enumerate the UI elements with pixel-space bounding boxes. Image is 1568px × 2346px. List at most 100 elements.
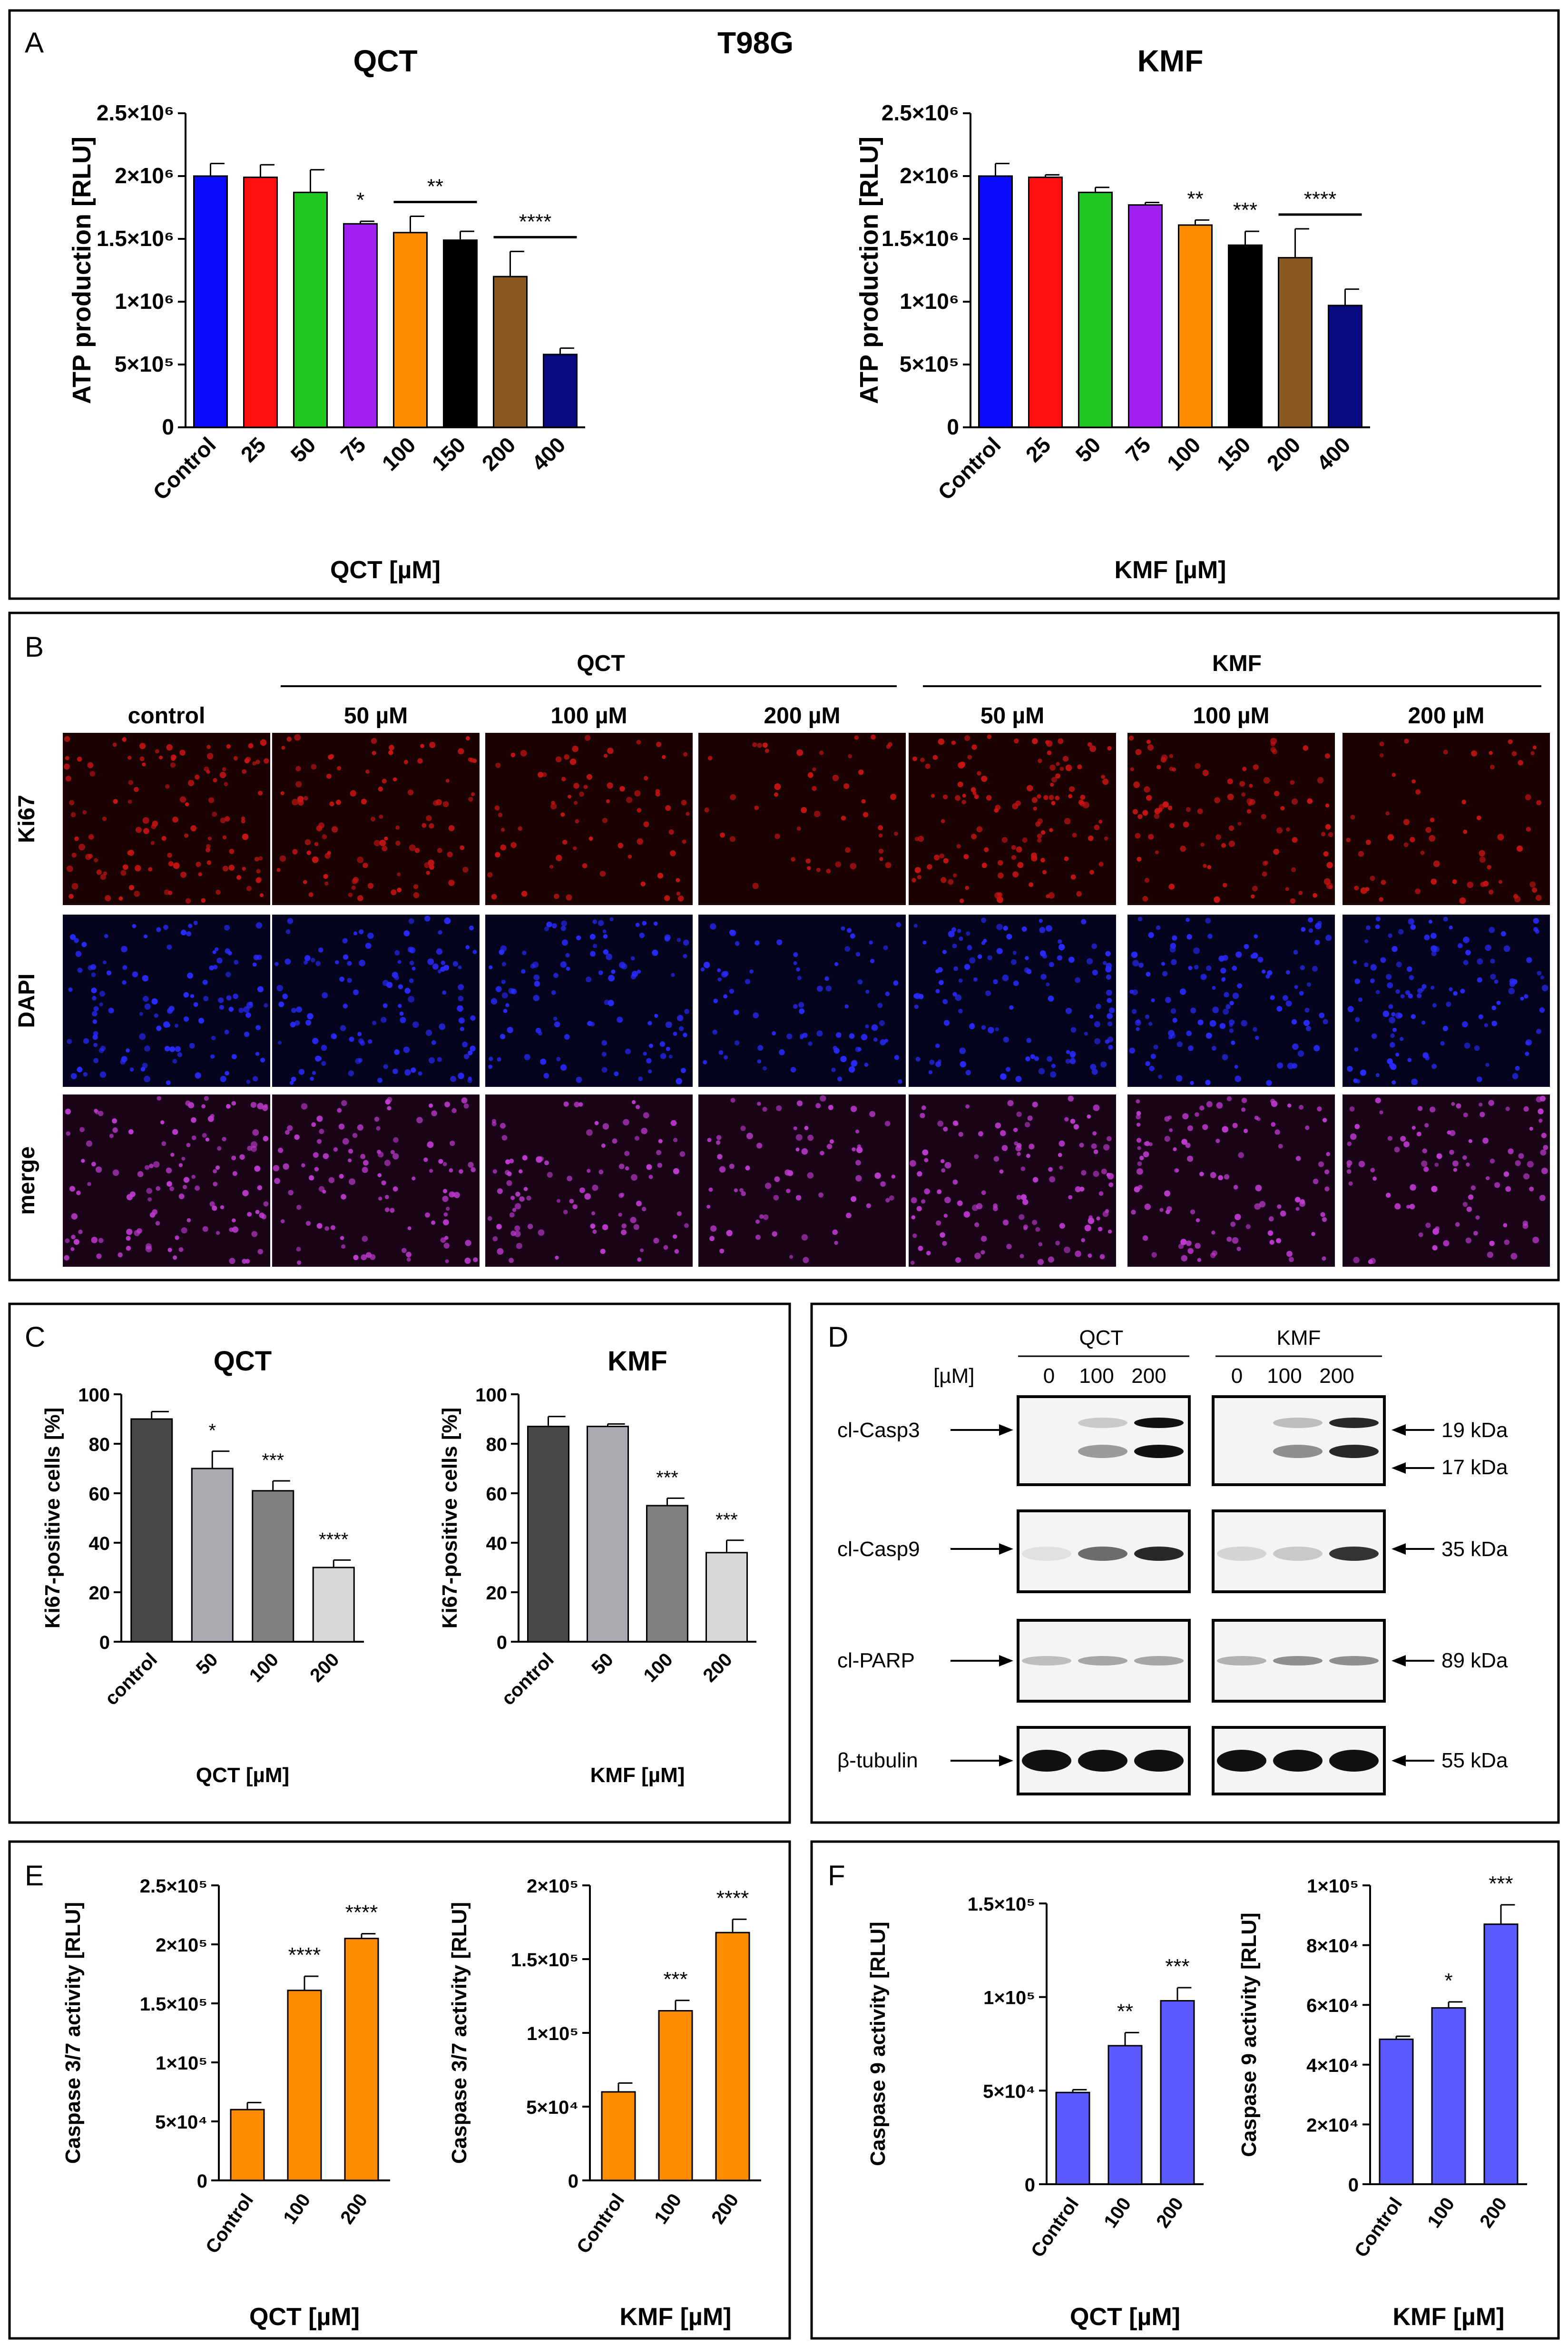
cell-nucleus bbox=[1219, 1023, 1226, 1029]
cell-nucleus bbox=[587, 1169, 591, 1173]
micro-group-qct: QCT bbox=[577, 651, 625, 676]
cell-nucleus bbox=[1425, 1055, 1430, 1061]
cell-nucleus bbox=[231, 1101, 236, 1106]
protein-band bbox=[1329, 1656, 1379, 1666]
protein-arrow-head bbox=[999, 1755, 1013, 1766]
cell-nucleus bbox=[1135, 833, 1141, 839]
x-tick-label: 50 bbox=[588, 1649, 617, 1679]
cell-nucleus bbox=[1468, 1139, 1472, 1143]
cell-nucleus bbox=[243, 1006, 250, 1013]
cell-nucleus bbox=[1169, 754, 1173, 759]
cell-nucleus bbox=[257, 1103, 264, 1110]
cell-nucleus bbox=[152, 820, 158, 827]
cell-nucleus bbox=[1490, 764, 1495, 770]
cell-nucleus bbox=[1007, 1100, 1014, 1106]
cell-nucleus bbox=[1154, 813, 1160, 819]
cell-nucleus bbox=[1475, 1215, 1480, 1220]
cell-nucleus bbox=[1081, 1170, 1087, 1176]
cell-nucleus bbox=[756, 1143, 763, 1149]
protein-band bbox=[1134, 1750, 1184, 1772]
cell-nucleus bbox=[1263, 777, 1270, 784]
cell-nucleus bbox=[1136, 1138, 1142, 1143]
cell-nucleus bbox=[255, 759, 260, 765]
cell-nucleus bbox=[1186, 1030, 1192, 1036]
cell-nucleus bbox=[1174, 1168, 1179, 1173]
cell-nucleus bbox=[563, 1101, 569, 1107]
cell-nucleus bbox=[169, 1046, 176, 1052]
cell-nucleus bbox=[961, 799, 966, 805]
cell-nucleus bbox=[1467, 881, 1473, 888]
cell-nucleus bbox=[957, 781, 963, 788]
cell-nucleus bbox=[79, 1127, 85, 1133]
cell-nucleus bbox=[1299, 1104, 1304, 1110]
cell-nucleus bbox=[1088, 835, 1094, 841]
cell-nucleus bbox=[938, 738, 945, 745]
y-tick-label: 2.5×10⁵ bbox=[140, 1876, 207, 1897]
cell-nucleus bbox=[592, 1229, 597, 1234]
cell-nucleus bbox=[392, 1153, 399, 1160]
cell-nucleus bbox=[1190, 1081, 1194, 1085]
cell-nucleus bbox=[1494, 1182, 1500, 1188]
cell-nucleus bbox=[1490, 974, 1496, 980]
cell-nucleus bbox=[1178, 1243, 1184, 1249]
cell-nucleus bbox=[977, 954, 982, 959]
cell-nucleus bbox=[360, 1040, 365, 1046]
cell-nucleus bbox=[69, 1186, 76, 1192]
cell-nucleus bbox=[1321, 832, 1326, 837]
cell-nucleus bbox=[1142, 1235, 1148, 1241]
cell-nucleus bbox=[1232, 1237, 1239, 1244]
cell-nucleus bbox=[458, 996, 464, 1002]
cell-nucleus bbox=[1271, 1122, 1276, 1127]
cell-nucleus bbox=[193, 920, 198, 926]
cell-nucleus bbox=[965, 886, 970, 890]
cell-nucleus bbox=[1171, 959, 1177, 966]
cell-nucleus bbox=[394, 950, 400, 956]
cell-nucleus bbox=[1012, 871, 1019, 878]
cell-nucleus bbox=[797, 976, 802, 980]
cell-nucleus bbox=[1075, 1251, 1081, 1257]
cell-nucleus bbox=[886, 744, 891, 749]
cell-nucleus bbox=[1023, 1226, 1028, 1231]
cell-nucleus bbox=[1463, 936, 1470, 944]
cell-nucleus bbox=[1176, 1075, 1183, 1082]
cell-nucleus bbox=[1424, 1123, 1429, 1128]
cell-nucleus bbox=[460, 845, 465, 850]
cell-nucleus bbox=[981, 1190, 986, 1195]
cell-nucleus bbox=[1392, 1027, 1397, 1032]
cell-nucleus bbox=[971, 1204, 979, 1211]
cell-nucleus bbox=[658, 1139, 663, 1143]
cell-nucleus bbox=[793, 952, 798, 957]
cell-nucleus bbox=[994, 892, 1001, 899]
y-tick-label: 1.5×10⁵ bbox=[140, 1994, 207, 2015]
cell-nucleus bbox=[745, 1165, 750, 1171]
cell-nucleus bbox=[423, 1157, 428, 1162]
cell-nucleus bbox=[73, 1239, 79, 1245]
cell-nucleus bbox=[1096, 1216, 1100, 1221]
cell-nucleus bbox=[1131, 1009, 1137, 1014]
cell-nucleus bbox=[850, 1105, 857, 1113]
x-tick-label: 100 bbox=[279, 2190, 314, 2228]
cell-nucleus bbox=[1000, 1130, 1006, 1136]
cell-nucleus bbox=[801, 1234, 808, 1241]
y-tick-label: 40 bbox=[89, 1533, 110, 1554]
cell-nucleus bbox=[640, 1248, 644, 1252]
cell-nucleus bbox=[470, 1015, 476, 1021]
cell-nucleus bbox=[363, 862, 368, 868]
x-tick-label: 75 bbox=[336, 432, 371, 467]
cell-nucleus bbox=[408, 918, 414, 924]
cell-nucleus bbox=[323, 1153, 329, 1159]
cell-nucleus bbox=[553, 1016, 558, 1021]
cell-nucleus bbox=[184, 833, 189, 838]
cell-nucleus bbox=[818, 1192, 823, 1198]
cell-nucleus bbox=[553, 973, 559, 978]
cell-nucleus bbox=[1536, 800, 1541, 806]
cell-nucleus bbox=[1498, 880, 1502, 884]
cell-nucleus bbox=[1160, 757, 1166, 763]
cell-nucleus bbox=[195, 1072, 201, 1079]
cell-nucleus bbox=[1012, 951, 1017, 955]
cell-nucleus bbox=[89, 771, 96, 777]
bar bbox=[1160, 2000, 1195, 2185]
cell-nucleus bbox=[142, 762, 146, 767]
bar bbox=[393, 232, 428, 428]
